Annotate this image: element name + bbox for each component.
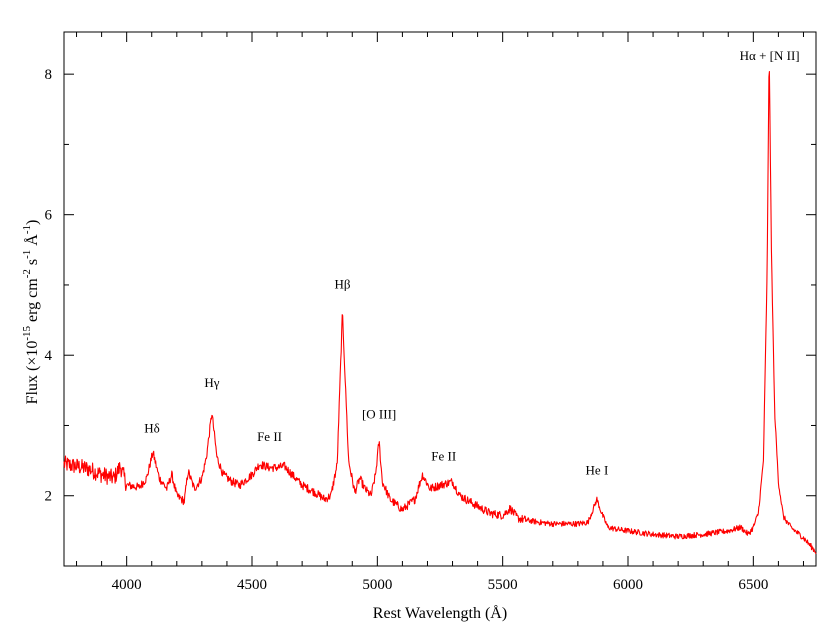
- y-label-exp3: -1: [21, 250, 33, 259]
- y-label-unit2: s: [24, 259, 41, 269]
- line-annotations: Hδ Hγ Fe II Hβ [O III] Fe II He I Hα + [N II]: [144, 48, 799, 478]
- y-tick-label: 4: [45, 348, 53, 364]
- x-axis-label: Rest Wavelength (Å): [373, 604, 507, 622]
- line-annotation: Hβ: [334, 276, 350, 291]
- x-tick-label: 5500: [488, 577, 518, 593]
- line-annotation: Hα + [N II]: [740, 48, 800, 63]
- plot-frame: [63, 31, 817, 567]
- y-tick-label: 8: [45, 67, 53, 83]
- x-tick-label: 4500: [237, 577, 267, 593]
- y-label-unit3: Å: [23, 234, 41, 250]
- x-tick-label: 4000: [112, 577, 142, 593]
- x-tick-label: 6000: [613, 577, 643, 593]
- y-label-close: ): [24, 220, 41, 225]
- y-tick-label: 2: [45, 489, 53, 505]
- x-axis-ticks: 4000 4500 5000 5500 6000 6500: [76, 32, 804, 593]
- y-label-unit1: erg cm: [24, 278, 41, 326]
- line-annotation: Hγ: [204, 375, 219, 390]
- y-axis-label: Flux (×10-15 erg cm-2 s-1 Å-1): [21, 220, 41, 405]
- line-annotation: Fe II: [257, 429, 282, 444]
- y-label-exp4: -1: [21, 225, 33, 234]
- line-annotation: Hδ: [144, 421, 160, 436]
- line-annotation: Fe II: [431, 449, 456, 464]
- line-annotation: He I: [586, 463, 609, 478]
- spectrum-line: [63, 70, 817, 555]
- y-label-exp2: -2: [21, 269, 33, 278]
- y-axis-ticks: 2 4 6 8: [45, 67, 816, 567]
- x-tick-label: 5000: [362, 577, 392, 593]
- y-tick-label: 6: [45, 208, 53, 224]
- y-label-exp1: -15: [21, 325, 33, 340]
- y-label-base: Flux (×10: [24, 341, 41, 405]
- x-tick-label: 6500: [738, 577, 768, 593]
- line-annotation: [O III]: [362, 406, 396, 421]
